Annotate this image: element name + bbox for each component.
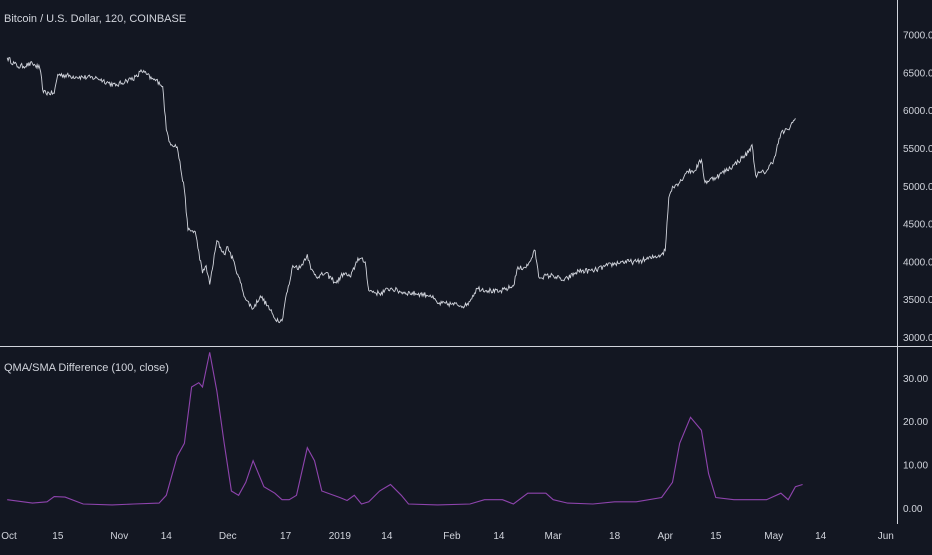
indicator-tick-label: 30.00 xyxy=(903,374,928,385)
time-tick-label: Jun xyxy=(878,531,894,542)
time-tick-label: 14 xyxy=(815,531,827,542)
time-tick-label: Apr xyxy=(657,531,673,542)
indicator-axis: 30.00 20.00 10.00 0.00 xyxy=(903,374,928,515)
time-tick-label: Feb xyxy=(443,531,461,542)
time-tick-label: Oct xyxy=(1,531,17,542)
time-tick-label: 14 xyxy=(161,531,173,542)
time-tick-label: 15 xyxy=(52,531,64,542)
time-tick-label: 2019 xyxy=(329,531,352,542)
indicator-tick-label: 20.00 xyxy=(903,417,928,428)
price-tick-label: 5500.00 xyxy=(903,144,932,155)
price-tick-label: 3500.00 xyxy=(903,295,932,306)
price-tick-label: 3000.00 xyxy=(903,333,932,344)
time-tick-label: Dec xyxy=(219,531,237,542)
time-tick-label: Mar xyxy=(545,531,563,542)
price-tick-label: 4500.00 xyxy=(903,220,932,231)
time-tick-label: 18 xyxy=(609,531,621,542)
indicator-chart-title: QMA/SMA Difference (100, close) xyxy=(4,362,169,374)
indicator-tick-label: 0.00 xyxy=(903,504,923,515)
time-tick-label: 14 xyxy=(493,531,505,542)
price-series-line xyxy=(6,56,796,324)
price-chart-title: Bitcoin / U.S. Dollar, 120, COINBASE xyxy=(4,13,187,25)
time-tick-label: 17 xyxy=(280,531,292,542)
time-tick-label: 14 xyxy=(381,531,393,542)
price-tick-label: 4000.00 xyxy=(903,257,932,268)
time-axis: Oct 15 Nov 14 Dec 17 2019 14 Feb 14 Mar 18 Apr 15 May 1… xyxy=(1,531,894,542)
time-tick-label: May xyxy=(764,531,783,542)
time-tick-label: 15 xyxy=(710,531,722,542)
indicator-series-line xyxy=(7,352,803,506)
price-tick-label: 5000.00 xyxy=(903,182,932,193)
price-axis: 7000.00 6500.00 6000.00 5500.00 5000.00 4500.… xyxy=(903,31,932,344)
time-tick-label: Nov xyxy=(110,531,128,542)
price-tick-label: 6500.00 xyxy=(903,68,932,79)
indicator-tick-label: 10.00 xyxy=(903,461,928,472)
price-tick-label: 7000.00 xyxy=(903,31,932,42)
price-tick-label: 6000.00 xyxy=(903,106,932,117)
